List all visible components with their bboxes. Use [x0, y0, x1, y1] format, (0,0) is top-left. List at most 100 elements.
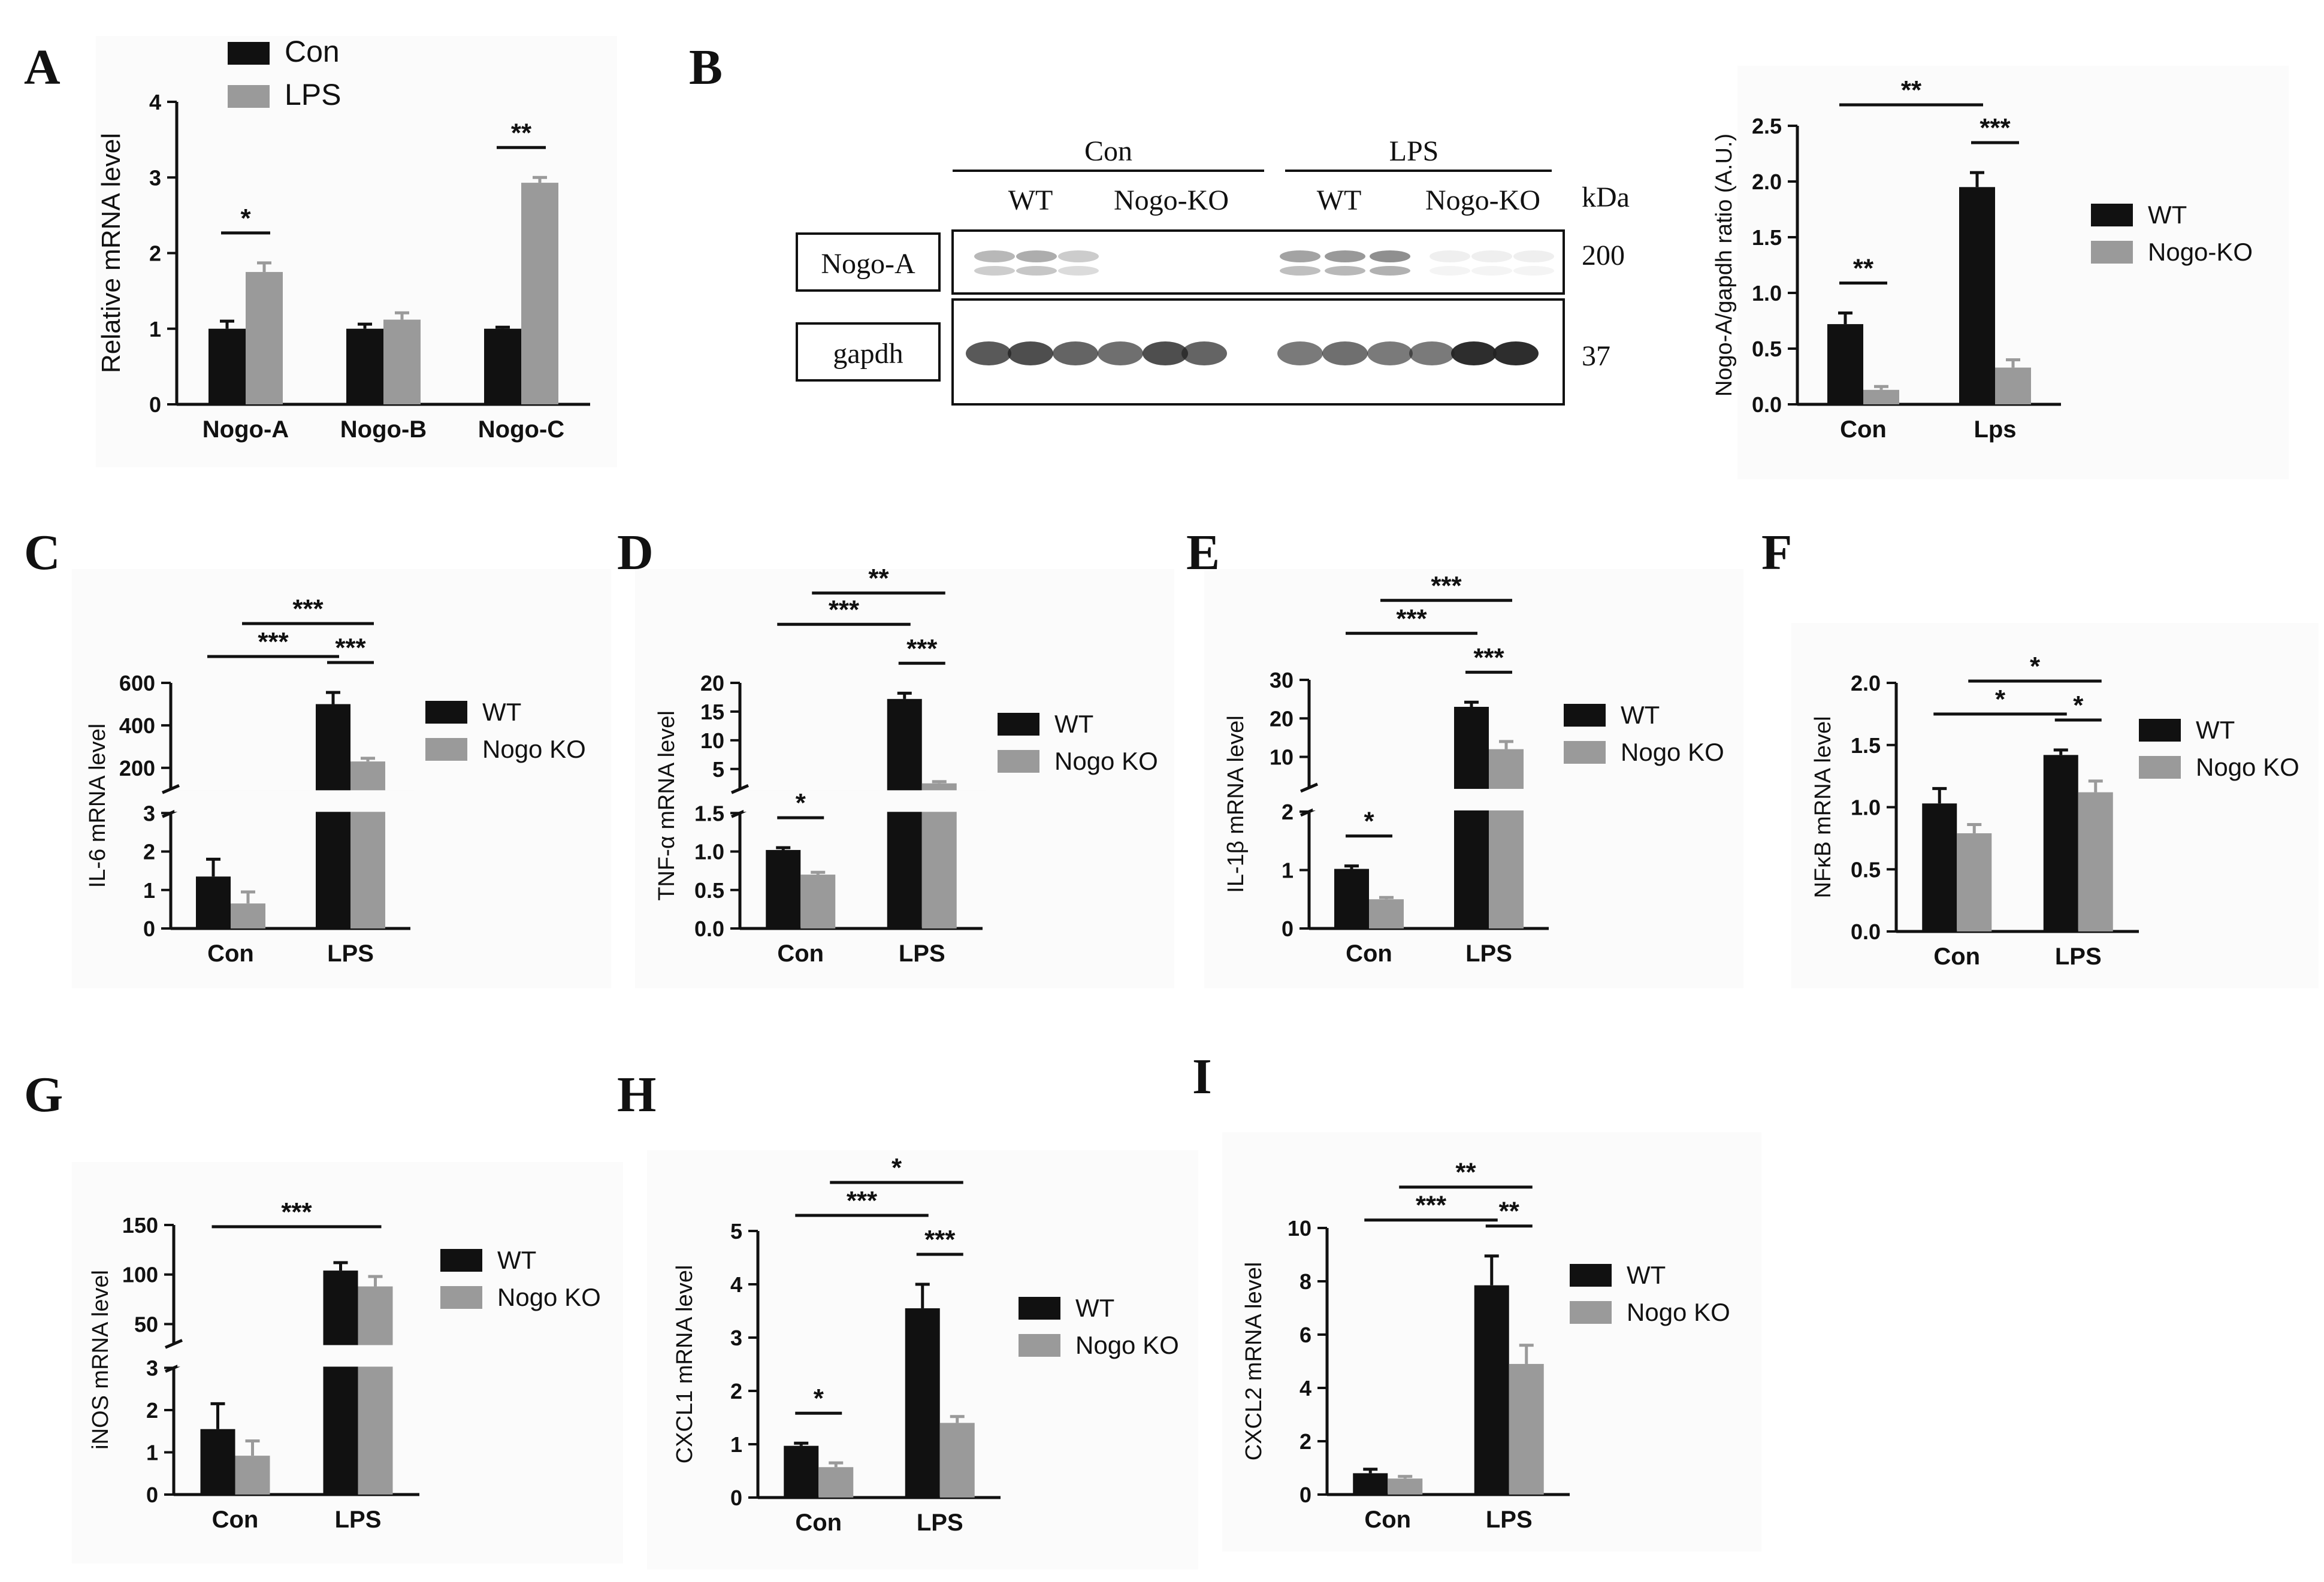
- legend-entry-nogo-ko: Nogo KO: [482, 735, 586, 763]
- axis-break-gap: [1313, 788, 1552, 810]
- bar-i-lps-wt: [1474, 1285, 1509, 1495]
- legend-entry-wt: WT: [497, 1246, 536, 1274]
- bar-h-lps-wt: [905, 1308, 940, 1498]
- y-tick-label: 0: [1282, 916, 1294, 941]
- legend-entry-wt: WT: [1627, 1261, 1666, 1289]
- significance-label: ***: [1431, 571, 1462, 600]
- y-tick-label: 2: [1282, 800, 1294, 824]
- significance-label: ***: [281, 1197, 312, 1227]
- y-tick-label: 1.5: [1752, 225, 1782, 250]
- significance-label: *: [240, 204, 251, 233]
- significance-label: *: [796, 788, 806, 818]
- y-tick-label: 0.0: [694, 916, 724, 941]
- bar-e-lps-nogo-ko: [1489, 749, 1524, 928]
- y-tick-label: 4: [149, 90, 161, 114]
- x-tick-label-nogo-b: Nogo-B: [340, 416, 427, 443]
- y-axis-label: CXCL2 mRNA level: [1241, 1262, 1267, 1461]
- legend-entry-wt: WT: [2148, 201, 2187, 229]
- y-axis-label: CXCL1 mRNA level: [672, 1265, 697, 1464]
- legend-entry-nogo-ko: Nogo KO: [2196, 753, 2299, 781]
- y-tick-label: 3: [146, 1356, 158, 1381]
- bar-b-lps-wt: [1959, 187, 1995, 404]
- significance-label: **: [868, 564, 889, 593]
- blot-band-nogo-a: [1370, 266, 1410, 276]
- x-tick-label-lps: LPS: [2055, 943, 2102, 970]
- legend-entry-nogo-ko: Nogo KO: [1075, 1331, 1179, 1359]
- y-tick-label: 10: [700, 728, 724, 753]
- legend-swatch: [440, 1249, 482, 1272]
- x-tick-label-nogo-c: Nogo-C: [478, 416, 564, 443]
- y-tick-label: 1.5: [694, 801, 724, 825]
- legend-swatch: [1019, 1334, 1060, 1357]
- bar-b-con-wt: [1827, 324, 1863, 404]
- significance-label: ***: [1473, 643, 1504, 672]
- legend-entry-nogo-ko: Nogo KO: [1627, 1298, 1730, 1326]
- y-tick-label: 2: [149, 241, 161, 266]
- legend-entry-wt: WT: [482, 698, 521, 726]
- y-axis-label: iNOS mRNA level: [88, 1270, 113, 1450]
- bar-b-con-nogo-ko: [1863, 389, 1899, 404]
- blot-group-label-con: Con: [1084, 135, 1132, 167]
- y-tick-label: 1.0: [1851, 795, 1881, 820]
- blot-row-label-nogo-a: Nogo-A: [821, 248, 915, 280]
- y-tick-label: 2.0: [1851, 671, 1881, 695]
- blot-band-gapdh: [1409, 341, 1455, 365]
- bar-d-con-nogo-ko: [800, 875, 836, 928]
- significance-label: ***: [335, 633, 366, 663]
- bar-e-con-wt: [1334, 869, 1369, 928]
- bar-a-nogo-b-con: [346, 328, 383, 404]
- y-tick-label: 1.5: [1851, 733, 1881, 758]
- significance-label: ***: [1416, 1191, 1447, 1220]
- blot-group-label-lps: LPS: [1389, 135, 1439, 167]
- blot-band-nogo-a: [974, 250, 1015, 262]
- axis-break-gap: [177, 1345, 423, 1367]
- chart-f-nfkb: 0.0 0.5 1.0 1.5 2.0 NFκB mRNA level Con LPS * * * W…: [1811, 652, 2299, 970]
- y-tick-label: 8: [1299, 1269, 1311, 1294]
- bar-a-nogo-c-lps: [521, 183, 558, 404]
- significance-label: *: [814, 1384, 824, 1413]
- y-axis-label: TNF-α mRNA level: [654, 710, 679, 901]
- blot-band-nogo-a: [1325, 266, 1365, 276]
- blot-band-nogo-a: [1370, 250, 1410, 262]
- y-tick-label: 5: [730, 1219, 742, 1244]
- y-tick-label: 1: [730, 1432, 742, 1457]
- y-axis-label: NFκB mRNA level: [1811, 716, 1836, 898]
- y-tick-label: 0: [730, 1486, 742, 1510]
- blot-kda-200: 200: [1582, 240, 1625, 271]
- blot-lane-label-wt-lps: WT: [1317, 184, 1362, 216]
- legend-entry-wt: WT: [2196, 716, 2235, 744]
- y-tick-label: 1: [1282, 858, 1294, 882]
- x-tick-label-con: Con: [1840, 416, 1887, 443]
- y-tick-label: 0.5: [1752, 337, 1782, 361]
- panel-b-chart-background: [1737, 66, 2289, 479]
- bar-c-lps-nogo-ko: [350, 761, 385, 928]
- blot-row-label-box-nogo-a: [796, 232, 941, 292]
- legend-swatch: [228, 85, 270, 108]
- bar-g-lps-nogo-ko: [358, 1286, 393, 1495]
- blot-band-nogo-a: [1016, 266, 1057, 276]
- bar-c-lps-wt: [316, 704, 350, 928]
- bar-b-lps-nogo-ko: [1995, 367, 2031, 404]
- bar-i-con-nogo-ko: [1388, 1478, 1423, 1495]
- x-tick-label-lps: LPS: [327, 940, 374, 967]
- y-tick-label: 1.0: [1752, 281, 1782, 305]
- blot-band-gapdh: [1008, 341, 1053, 365]
- legend-swatch: [440, 1286, 482, 1309]
- legend-entry-nogo-ko: Nogo-KO: [2148, 238, 2253, 266]
- bar-a-nogo-a-lps: [246, 272, 283, 404]
- significance-label: ***: [258, 627, 289, 657]
- blot-band-nogo-a: [1280, 266, 1320, 276]
- y-tick-label: 2.0: [1752, 170, 1782, 194]
- y-tick-label: 2: [146, 1398, 158, 1423]
- panel-letter-i: I: [1192, 1049, 1212, 1105]
- blot-band-gapdh: [1181, 341, 1227, 365]
- legend-swatch: [425, 701, 467, 724]
- blot-unit-label: kDa: [1582, 182, 1630, 213]
- legend-swatch: [1019, 1297, 1060, 1320]
- y-tick-label: 0: [146, 1483, 158, 1507]
- significance-label: *: [2073, 691, 2084, 720]
- y-tick-label: 0: [143, 916, 155, 941]
